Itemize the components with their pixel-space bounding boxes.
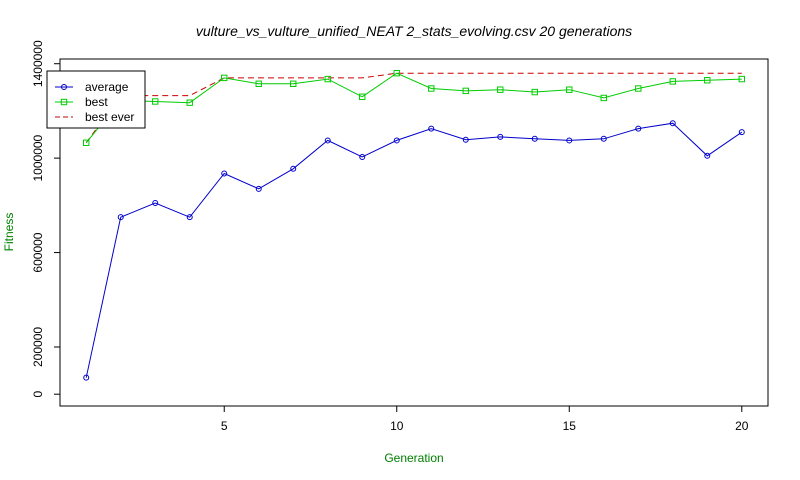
- point-average: [359, 153, 366, 160]
- point-average: [428, 125, 435, 132]
- point-average: [152, 199, 159, 206]
- point-average: [117, 214, 124, 221]
- legend-label-best: best: [85, 95, 108, 109]
- point-best: [290, 80, 297, 87]
- point-best: [221, 74, 228, 82]
- point-best: [393, 69, 400, 77]
- y-tick-label: 1400000: [31, 40, 45, 87]
- point-best: [531, 88, 538, 96]
- y-axis: 0 200000 600000 1000000 1400000: [31, 40, 60, 398]
- point-average: [324, 137, 331, 144]
- y-tick-label: 1000000: [31, 134, 45, 181]
- series-line-best-ever: [85, 72, 742, 144]
- plot-frame: [59, 58, 769, 407]
- point-best: [359, 93, 366, 100]
- legend-label-average: average: [85, 80, 129, 94]
- y-axis-label: Fitness: [2, 213, 16, 252]
- x-tick-label: 5: [221, 419, 228, 433]
- point-average: [255, 185, 262, 192]
- point-average: [290, 165, 297, 172]
- point-average: [221, 170, 228, 177]
- point-average: [83, 374, 90, 381]
- y-tick-label: 0: [31, 391, 45, 398]
- point-average: [704, 152, 711, 159]
- series-line-average: [85, 122, 743, 378]
- point-best: [83, 139, 90, 146]
- point-average: [393, 137, 400, 144]
- y-tick-label: 600000: [31, 232, 45, 272]
- x-tick-label: 10: [390, 419, 404, 433]
- point-best: [462, 87, 469, 95]
- point-best: [669, 78, 676, 85]
- point-best: [566, 86, 573, 93]
- chart-title: vulture_vs_vulture_unified_NEAT 2_stats_…: [196, 23, 632, 39]
- point-average: [600, 135, 607, 142]
- point-average: [635, 125, 642, 132]
- legend-marker-average: [61, 84, 67, 90]
- point-best: [600, 94, 607, 102]
- point-best: [428, 85, 435, 92]
- x-tick-label: 20: [735, 419, 749, 433]
- x-axis: 5 10 15 20: [221, 406, 749, 433]
- point-best: [704, 77, 711, 84]
- series-line-best: [85, 72, 742, 144]
- x-tick-label: 15: [563, 419, 577, 433]
- point-best: [324, 75, 331, 83]
- point-average: [738, 129, 745, 136]
- legend-marker-best: [60, 98, 68, 106]
- point-best: [186, 99, 193, 106]
- point-average: [186, 214, 193, 221]
- point-average: [566, 137, 573, 144]
- point-best: [738, 75, 745, 83]
- point-average: [531, 135, 538, 142]
- point-best: [635, 85, 642, 92]
- point-average: [669, 120, 676, 127]
- point-best: [152, 98, 159, 105]
- point-best: [255, 80, 262, 87]
- legend-label-best-ever: best ever: [85, 110, 134, 124]
- y-tick-label: 200000: [31, 327, 45, 367]
- point-average: [462, 136, 469, 143]
- point-best: [497, 86, 504, 93]
- point-average: [497, 133, 504, 140]
- series-layer: [83, 69, 745, 381]
- x-axis-label: Generation: [384, 451, 443, 465]
